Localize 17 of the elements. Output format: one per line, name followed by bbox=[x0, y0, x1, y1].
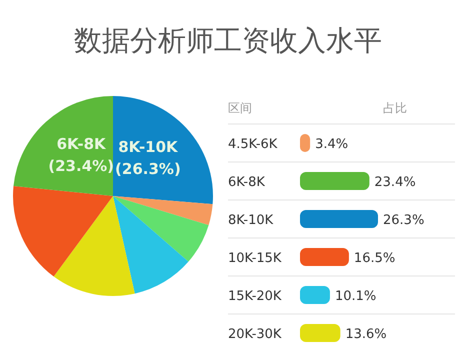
data-label: 13.6% bbox=[345, 327, 387, 342]
y-axis-title: 区间 bbox=[228, 101, 252, 115]
chart-title: 数据分析师工资收入水平 bbox=[74, 24, 382, 57]
x-axis-title: 占比 bbox=[383, 101, 407, 115]
data-label: 16.5% bbox=[354, 251, 396, 266]
data-label: 23.4% bbox=[374, 175, 416, 190]
y-tick-label: 4.5K-6K bbox=[228, 137, 278, 152]
data-label: 8K-10K (26.3%) bbox=[115, 138, 181, 178]
data-label: 3.4% bbox=[315, 137, 348, 152]
data-label: 6K-8K (23.4%) bbox=[48, 134, 114, 175]
data-label: 26.3% bbox=[383, 213, 424, 228]
y-tick-label: 15K-20K bbox=[228, 289, 282, 304]
y-tick-label: 8K-10K bbox=[228, 213, 274, 228]
data-label: 10.1% bbox=[334, 289, 376, 304]
y-tick-label: 6K-8K bbox=[228, 175, 266, 190]
y-tick-label: 10K-15K bbox=[228, 251, 282, 266]
y-tick-label: 20K-30K bbox=[228, 327, 282, 342]
